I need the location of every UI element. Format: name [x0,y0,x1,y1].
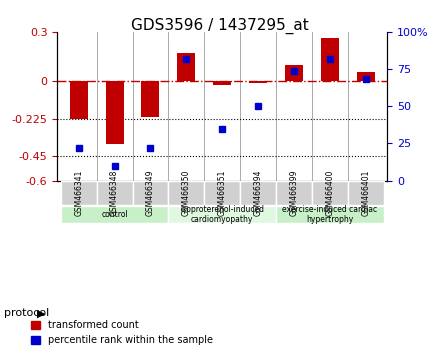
Bar [357,72,374,81]
FancyBboxPatch shape [276,181,312,205]
FancyBboxPatch shape [132,181,169,205]
FancyBboxPatch shape [276,206,384,223]
Text: protocol: protocol [4,308,50,318]
Bar [70,81,88,119]
Text: GSM466394: GSM466394 [253,170,263,216]
FancyBboxPatch shape [61,206,169,223]
Text: GSM466341: GSM466341 [74,170,83,216]
Legend: transformed count, percentile rank within the sample: transformed count, percentile rank withi… [27,316,217,349]
FancyBboxPatch shape [348,181,384,205]
FancyBboxPatch shape [204,181,240,205]
Bar [213,81,231,85]
Bar [249,81,267,83]
FancyBboxPatch shape [240,181,276,205]
Bar [285,65,303,81]
FancyBboxPatch shape [97,181,132,205]
Text: control: control [101,210,128,219]
Bar [321,38,339,81]
Text: GSM466400: GSM466400 [325,170,334,216]
Text: GSM466399: GSM466399 [290,170,298,216]
FancyBboxPatch shape [61,181,97,205]
Text: ▶: ▶ [37,308,46,318]
Bar [106,81,124,144]
Text: GSM466401: GSM466401 [361,170,370,216]
FancyBboxPatch shape [169,181,204,205]
Text: exercise-induced cardiac
hypertrophy: exercise-induced cardiac hypertrophy [282,205,378,224]
Text: isoproterenol-induced
cardiomyopathy: isoproterenol-induced cardiomyopathy [180,205,264,224]
Bar [142,81,159,117]
Text: GSM466350: GSM466350 [182,170,191,216]
Text: GSM466349: GSM466349 [146,170,155,216]
Text: GSM466348: GSM466348 [110,170,119,216]
Bar [177,52,195,81]
FancyBboxPatch shape [169,206,276,223]
FancyBboxPatch shape [312,181,348,205]
Text: GDS3596 / 1437295_at: GDS3596 / 1437295_at [131,18,309,34]
Text: GSM466351: GSM466351 [218,170,227,216]
